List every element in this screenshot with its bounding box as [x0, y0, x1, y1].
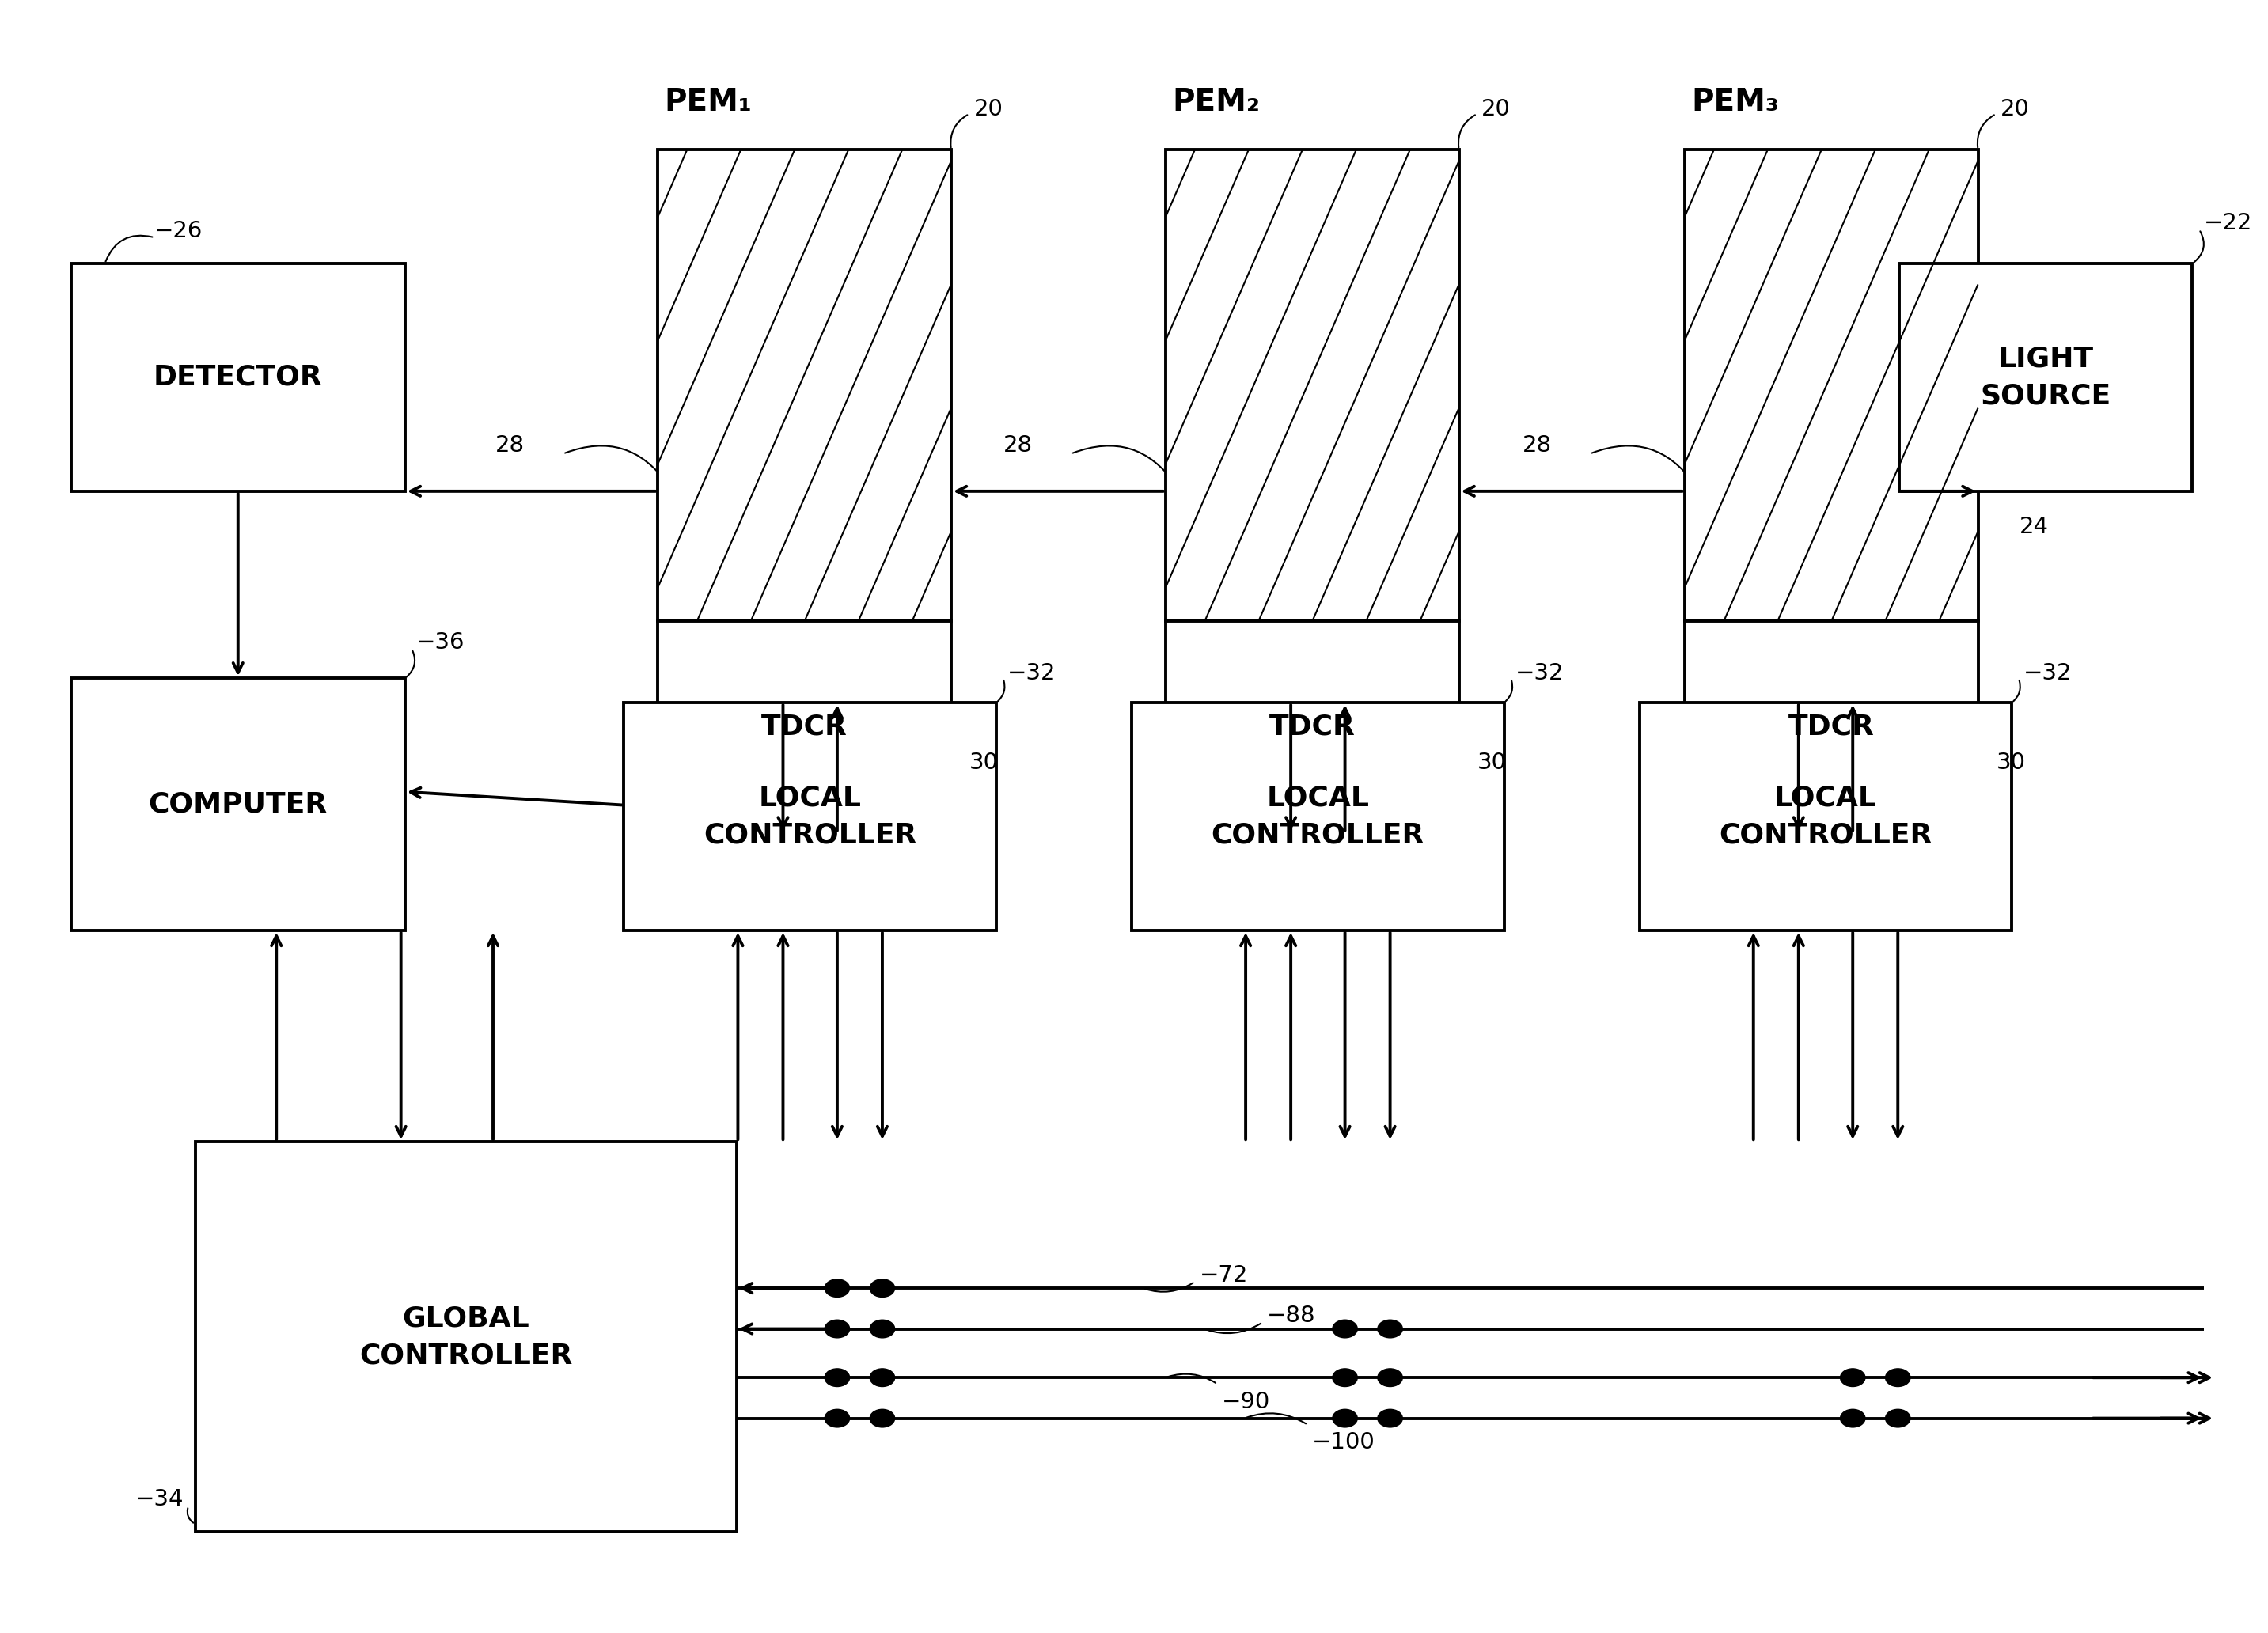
Circle shape: [1334, 1368, 1356, 1386]
Text: 30: 30: [1996, 751, 2025, 774]
Text: −72: −72: [1200, 1264, 1247, 1287]
Text: −34: −34: [136, 1489, 184, 1511]
Bar: [70, 263, 406, 492]
Text: 30: 30: [1476, 751, 1506, 774]
Text: PEM₁: PEM₁: [665, 87, 753, 118]
Circle shape: [1334, 1319, 1356, 1337]
Bar: [658, 621, 950, 833]
Circle shape: [1334, 1409, 1356, 1427]
Circle shape: [871, 1409, 894, 1427]
Text: −88: −88: [1268, 1305, 1315, 1328]
Text: DETECTOR: DETECTOR: [154, 364, 322, 390]
Text: 20: 20: [2000, 98, 2030, 121]
Text: LOCAL
CONTROLLER: LOCAL CONTROLLER: [703, 784, 916, 849]
Circle shape: [1885, 1368, 1910, 1386]
Circle shape: [1839, 1409, 1864, 1427]
Text: LOCAL
CONTROLLER: LOCAL CONTROLLER: [1719, 784, 1932, 849]
Text: PEM₂: PEM₂: [1173, 87, 1261, 118]
Text: 20: 20: [973, 98, 1002, 121]
Circle shape: [826, 1279, 851, 1297]
Bar: [1166, 150, 1458, 621]
Text: 20: 20: [1481, 98, 1510, 121]
Circle shape: [1839, 1368, 1864, 1386]
Circle shape: [1377, 1319, 1402, 1337]
Text: 24: 24: [2021, 516, 2048, 539]
Bar: [1685, 150, 1978, 621]
Text: −32: −32: [1515, 663, 1565, 684]
Circle shape: [871, 1368, 894, 1386]
Text: LIGHT
SOURCE: LIGHT SOURCE: [1980, 345, 2112, 410]
Circle shape: [826, 1409, 851, 1427]
Text: −90: −90: [1222, 1391, 1270, 1413]
Text: TDCR: TDCR: [1270, 714, 1356, 740]
Text: PEM₃: PEM₃: [1692, 87, 1778, 118]
Circle shape: [1377, 1368, 1402, 1386]
Text: GLOBAL
CONTROLLER: GLOBAL CONTROLLER: [358, 1305, 572, 1368]
Text: −26: −26: [154, 220, 204, 242]
Circle shape: [1377, 1409, 1402, 1427]
Text: LOCAL
CONTROLLER: LOCAL CONTROLLER: [1211, 784, 1424, 849]
Text: COMPUTER: COMPUTER: [147, 790, 327, 818]
Text: 28: 28: [494, 434, 524, 457]
Circle shape: [871, 1279, 894, 1297]
Bar: [1898, 263, 2193, 492]
Bar: [1640, 702, 2012, 931]
Bar: [658, 150, 950, 621]
Text: −22: −22: [2204, 212, 2252, 234]
Circle shape: [826, 1368, 851, 1386]
Text: −32: −32: [1007, 663, 1057, 684]
Text: 28: 28: [1522, 434, 1551, 457]
Bar: [1166, 621, 1458, 833]
Text: TDCR: TDCR: [1787, 714, 1873, 740]
Circle shape: [1885, 1409, 1910, 1427]
Circle shape: [826, 1319, 851, 1337]
Bar: [70, 678, 406, 931]
Bar: [1685, 621, 1978, 833]
Text: 30: 30: [968, 751, 998, 774]
Bar: [1132, 702, 1504, 931]
Circle shape: [871, 1319, 894, 1337]
Text: 28: 28: [1002, 434, 1032, 457]
Text: TDCR: TDCR: [762, 714, 848, 740]
Text: −32: −32: [2023, 663, 2071, 684]
Bar: [195, 1141, 737, 1532]
Text: −100: −100: [1313, 1431, 1374, 1453]
Bar: [624, 702, 996, 931]
Text: −36: −36: [417, 632, 465, 653]
